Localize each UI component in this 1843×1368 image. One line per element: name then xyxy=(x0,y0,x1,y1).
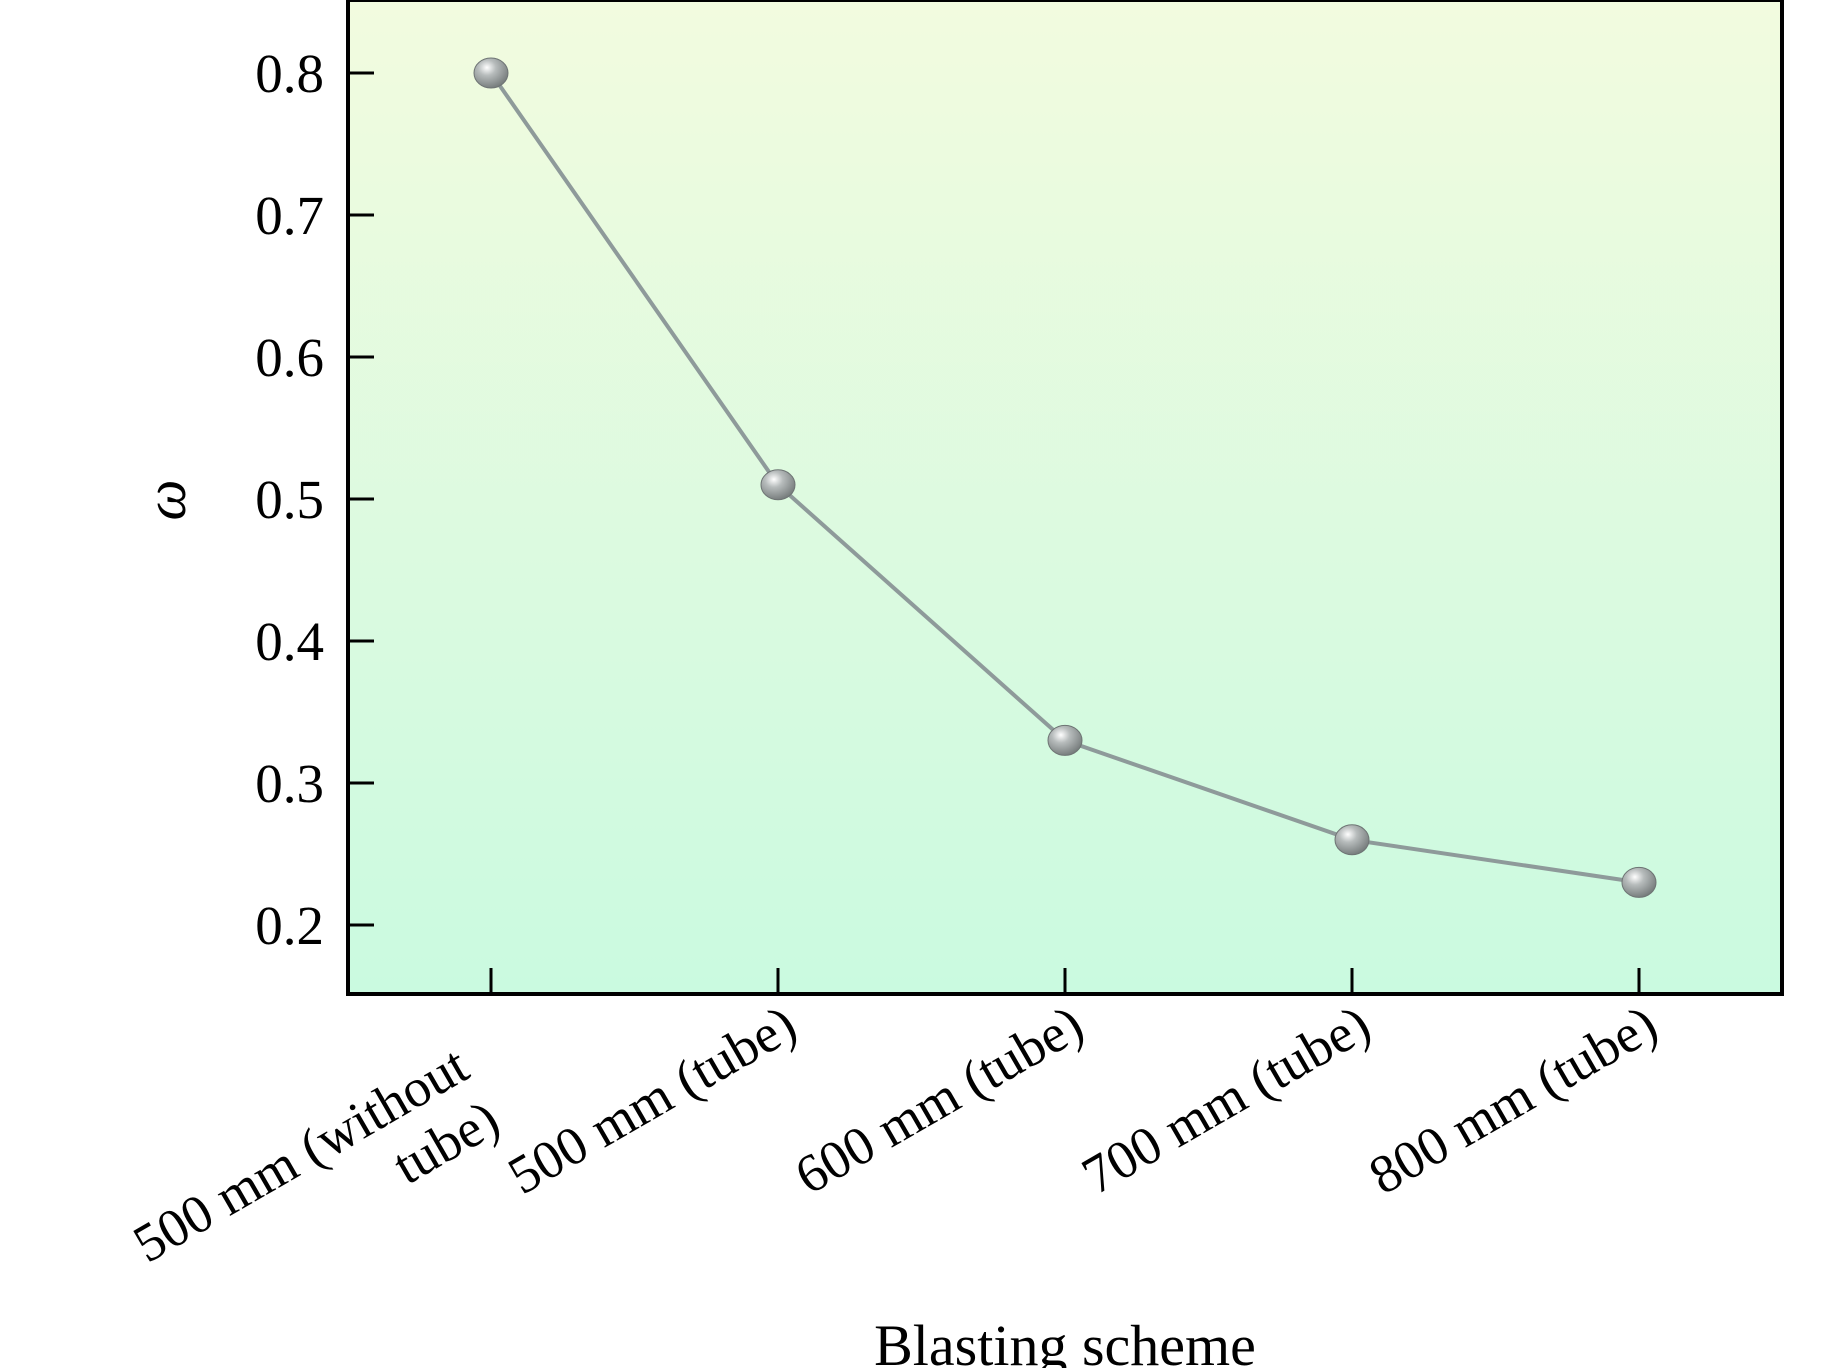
data-point xyxy=(1047,724,1083,756)
x-category-label-line: 700 mm (tube) xyxy=(1072,993,1380,1205)
y-tick-label: 0.7 xyxy=(255,185,324,246)
y-tick-label: 0.3 xyxy=(255,753,324,814)
y-axis-ticks: 0.2 0.3 0.4 0.5 0.6 0.7 0.8 xyxy=(255,43,374,956)
x-category-label-line: 600 mm (tube) xyxy=(785,993,1093,1205)
y-tick-label: 0.4 xyxy=(255,611,324,672)
data-point xyxy=(1334,824,1370,856)
y-tick-label: 0.8 xyxy=(255,43,324,104)
x-category-label-line: 800 mm (tube) xyxy=(1359,993,1667,1205)
y-tick-label: 0.6 xyxy=(255,327,324,388)
x-category-label: 600 mm (tube) xyxy=(785,993,1093,1205)
x-axis-title: Blasting scheme xyxy=(874,1313,1256,1368)
data-point xyxy=(1621,866,1657,898)
plot-frame xyxy=(346,0,1784,996)
data-point xyxy=(760,469,796,501)
plot-background xyxy=(348,0,1782,994)
y-axis-title: ω xyxy=(133,480,198,521)
series-layer xyxy=(473,57,1657,898)
x-category-label: 800 mm (tube) xyxy=(1359,993,1667,1205)
x-axis-ticks xyxy=(489,968,1641,994)
x-category-label-line: 500 mm (tube) xyxy=(498,993,806,1205)
x-category-label: 700 mm (tube) xyxy=(1072,993,1380,1205)
y-tick-label: 0.5 xyxy=(255,469,324,530)
x-category-label: 500 mm (tube) xyxy=(498,993,806,1205)
y-tick-label: 0.2 xyxy=(255,895,324,956)
data-point xyxy=(473,57,509,89)
